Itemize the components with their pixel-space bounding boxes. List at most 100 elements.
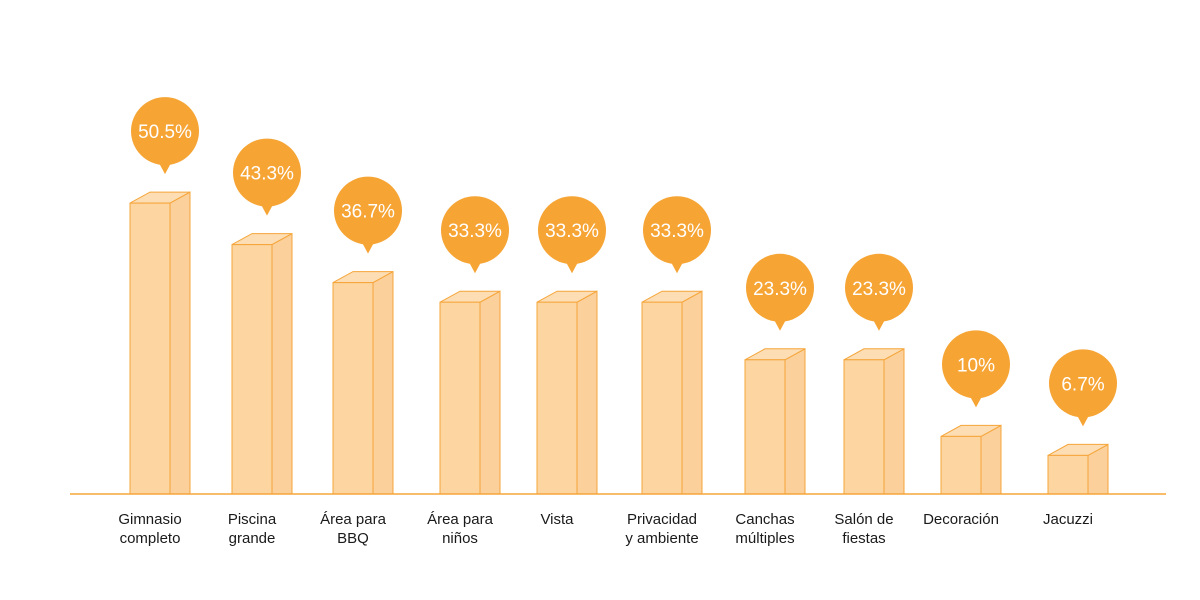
bubble-pointer (468, 260, 482, 274)
value-label: 33.3% (650, 221, 704, 242)
bar-side-face (980, 424, 1002, 495)
value-label: 43.3% (240, 164, 294, 185)
bar (536, 290, 598, 495)
bar (439, 290, 501, 495)
bubble-pointer (565, 260, 579, 274)
value-label: 23.3% (852, 279, 906, 300)
value-bubble: 36.7% (334, 176, 402, 254)
category-label: Vista (540, 511, 574, 528)
bubble-circle (131, 97, 199, 166)
value-bubble: 43.3% (233, 138, 301, 216)
category-labels-layer: Gimnasio completo Piscina grande Área para BB… (118, 511, 1093, 547)
bar-front-face (332, 282, 374, 495)
category-label-line: y ambiente (625, 530, 698, 547)
bars-layer (129, 191, 1109, 495)
value-label: 23.3% (753, 279, 807, 300)
bubble-circle (334, 176, 402, 245)
bubble-pointer (361, 240, 375, 254)
bar-side-face (169, 191, 191, 495)
bubble-circle (942, 330, 1010, 399)
bar-front-face (439, 301, 481, 495)
value-label: 10% (957, 355, 995, 376)
value-bubble: 23.3% (746, 253, 814, 331)
category-label-line: BBQ (337, 530, 369, 547)
value-bubble: 33.3% (538, 196, 606, 274)
bar (231, 232, 293, 495)
category-label: Jacuzzi (1043, 511, 1093, 528)
bar (744, 347, 806, 495)
bubble-circle (643, 196, 711, 265)
bar (641, 290, 703, 495)
bar-side-face (576, 290, 598, 495)
category-label-line: grande (229, 530, 276, 547)
bar-front-face (641, 301, 683, 495)
category-label-line: Jacuzzi (1043, 511, 1093, 528)
value-label: 6.7% (1061, 374, 1104, 395)
bar (129, 191, 191, 495)
bubble-pointer (670, 260, 684, 274)
bar (332, 270, 394, 495)
value-bubbles-layer: 50.5% 43.3% 36.7% 33.3% 33.3% 33.3% 23.3% 23.3%… (131, 97, 1117, 427)
bar-side-face (784, 347, 806, 495)
bar-side-face (681, 290, 703, 495)
value-label: 36.7% (341, 202, 395, 223)
bubble-circle (441, 196, 509, 265)
value-label: 33.3% (545, 221, 599, 242)
bubble-pointer (969, 394, 983, 408)
category-label-line: Decoración (923, 511, 999, 528)
bubble-pointer (158, 161, 172, 175)
bubble-circle (746, 253, 814, 322)
value-bubble: 50.5% (131, 97, 199, 175)
category-label: Decoración (923, 511, 999, 528)
bubble-circle (233, 138, 301, 207)
category-label: Piscina grande (228, 511, 277, 547)
category-label: Área para niños (427, 511, 494, 547)
category-label-line: Salón de (834, 511, 893, 528)
value-bubble: 33.3% (643, 196, 711, 274)
bar-side-face (271, 232, 293, 495)
category-label-line: Área para (320, 511, 387, 528)
bar-side-face (372, 270, 394, 495)
bubble-pointer (260, 202, 274, 216)
bubble-pointer (1076, 413, 1090, 427)
category-label-line: Vista (540, 511, 574, 528)
bubble-circle (538, 196, 606, 265)
category-label-line: Privacidad (627, 511, 697, 528)
category-label: Área para BBQ (320, 511, 387, 547)
category-label-line: Gimnasio (118, 511, 181, 528)
bubble-circle (1049, 349, 1117, 418)
category-label: Salón de fiestas (834, 511, 893, 547)
bar-side-face (479, 290, 501, 495)
category-label-line: múltiples (735, 530, 794, 547)
value-label: 33.3% (448, 221, 502, 242)
category-label-line: Piscina (228, 511, 277, 528)
value-bubble: 33.3% (441, 196, 509, 274)
bar-front-face (843, 359, 885, 495)
bar-front-face (231, 244, 273, 495)
bar-front-face (129, 202, 171, 495)
bar-side-face (883, 347, 905, 495)
value-bubble: 6.7% (1049, 349, 1117, 427)
category-label-line: niños (442, 530, 478, 547)
value-label: 50.5% (138, 122, 192, 143)
category-label-line: Canchas (735, 511, 794, 528)
bar-front-face (744, 359, 786, 495)
category-label: Canchas múltiples (735, 511, 794, 547)
bubble-pointer (872, 317, 886, 331)
bar-front-face (940, 435, 982, 495)
bubble-pointer (773, 317, 787, 331)
category-label-line: fiestas (842, 530, 885, 547)
bar (940, 424, 1002, 495)
value-bubble: 10% (942, 330, 1010, 408)
category-label-line: Área para (427, 511, 494, 528)
bar-front-face (536, 301, 578, 495)
category-label: Gimnasio completo (118, 511, 181, 547)
bar-front-face (1047, 454, 1089, 495)
value-bubble: 23.3% (845, 253, 913, 331)
bubble-circle (845, 253, 913, 322)
bar (843, 347, 905, 495)
category-label-line: completo (120, 530, 181, 547)
category-label: Privacidad y ambiente (625, 511, 698, 547)
bar (1047, 443, 1109, 495)
